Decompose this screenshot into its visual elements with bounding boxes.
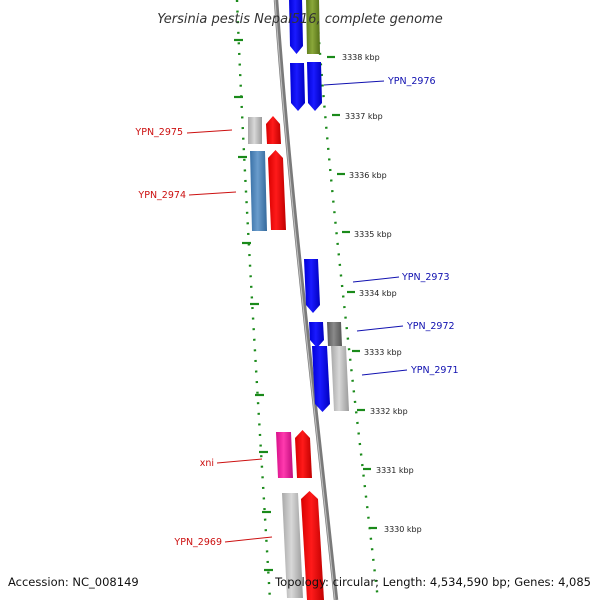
gene-arrow-forward: [290, 63, 305, 111]
gene-leader-line: [224, 536, 273, 543]
gene-leader-line: [352, 276, 400, 283]
topology-text: Topology: circular; Length: 4,534,590 bp…: [274, 575, 591, 589]
tick-label: 3336 kbp: [349, 171, 387, 180]
gene-block-gray: [282, 493, 303, 598]
gene-label: YPN_2974: [137, 190, 186, 201]
gene-arrow-reverse: [295, 430, 312, 478]
gene-callouts: YPN_2976 YPN_2975 YPN_2974 YPN_2973 YPN_2972…: [134, 76, 458, 548]
gene-block-olive: [306, 0, 320, 54]
tick-label: 3333 kbp: [364, 348, 402, 357]
tick-label: 3331 kbp: [376, 466, 414, 475]
gene-arrow-forward: [312, 346, 330, 412]
gene-arrow-reverse: [266, 116, 281, 144]
tick-label: 3330 kbp: [384, 525, 422, 534]
gene-block-darkgray: [327, 322, 342, 346]
gene-block-gray: [248, 117, 262, 144]
gene-block-pink: [276, 432, 293, 478]
gene-leader-line: [356, 325, 404, 332]
tick-label: 3338 kbp: [342, 53, 380, 62]
gene-features: [248, 0, 349, 600]
gene-leader-line: [323, 80, 385, 86]
tick-label: 3332 kbp: [370, 407, 408, 416]
gene-block-gray: [331, 346, 349, 411]
genome-backbone-highlight: [274, 0, 336, 600]
gene-block-steel: [250, 151, 267, 231]
tick-label: 3335 kbp: [354, 230, 392, 239]
ruler-left-dots: [235, 0, 272, 600]
gene-leader-line: [186, 129, 233, 134]
gene-label: YPN_2976: [387, 76, 436, 87]
gene-leader-line: [216, 458, 263, 464]
accession-text: Accession: NC_008149: [8, 575, 139, 589]
gene-arrow-forward: [304, 259, 320, 313]
gene-arrow-forward: [289, 0, 303, 54]
gene-leader-line: [188, 191, 237, 196]
gene-label: YPN_2969: [173, 537, 222, 548]
gene-arrow-forward: [309, 322, 324, 348]
gene-label: YPN_2971: [410, 365, 459, 376]
gene-label: YPN_2972: [406, 321, 455, 332]
ruler-ticks: 3338 kbp 3337 kbp 3336 kbp 3335 kbp 3334 kbp…: [234, 38, 422, 572]
map-title: Yersinia pestis Nepal516, complete genom…: [157, 12, 442, 27]
gene-label: xni: [200, 458, 214, 469]
gene-leader-line: [361, 369, 408, 376]
gene-label: YPN_2973: [401, 272, 450, 283]
gene-label: YPN_2975: [134, 127, 183, 138]
tick-label: 3337 kbp: [345, 112, 383, 121]
gene-arrow-reverse: [268, 150, 286, 230]
tick-label: 3334 kbp: [359, 289, 397, 298]
genome-backbone: [273, 0, 339, 600]
gene-arrow-forward: [307, 62, 322, 111]
gene-arrow-reverse: [301, 491, 324, 600]
